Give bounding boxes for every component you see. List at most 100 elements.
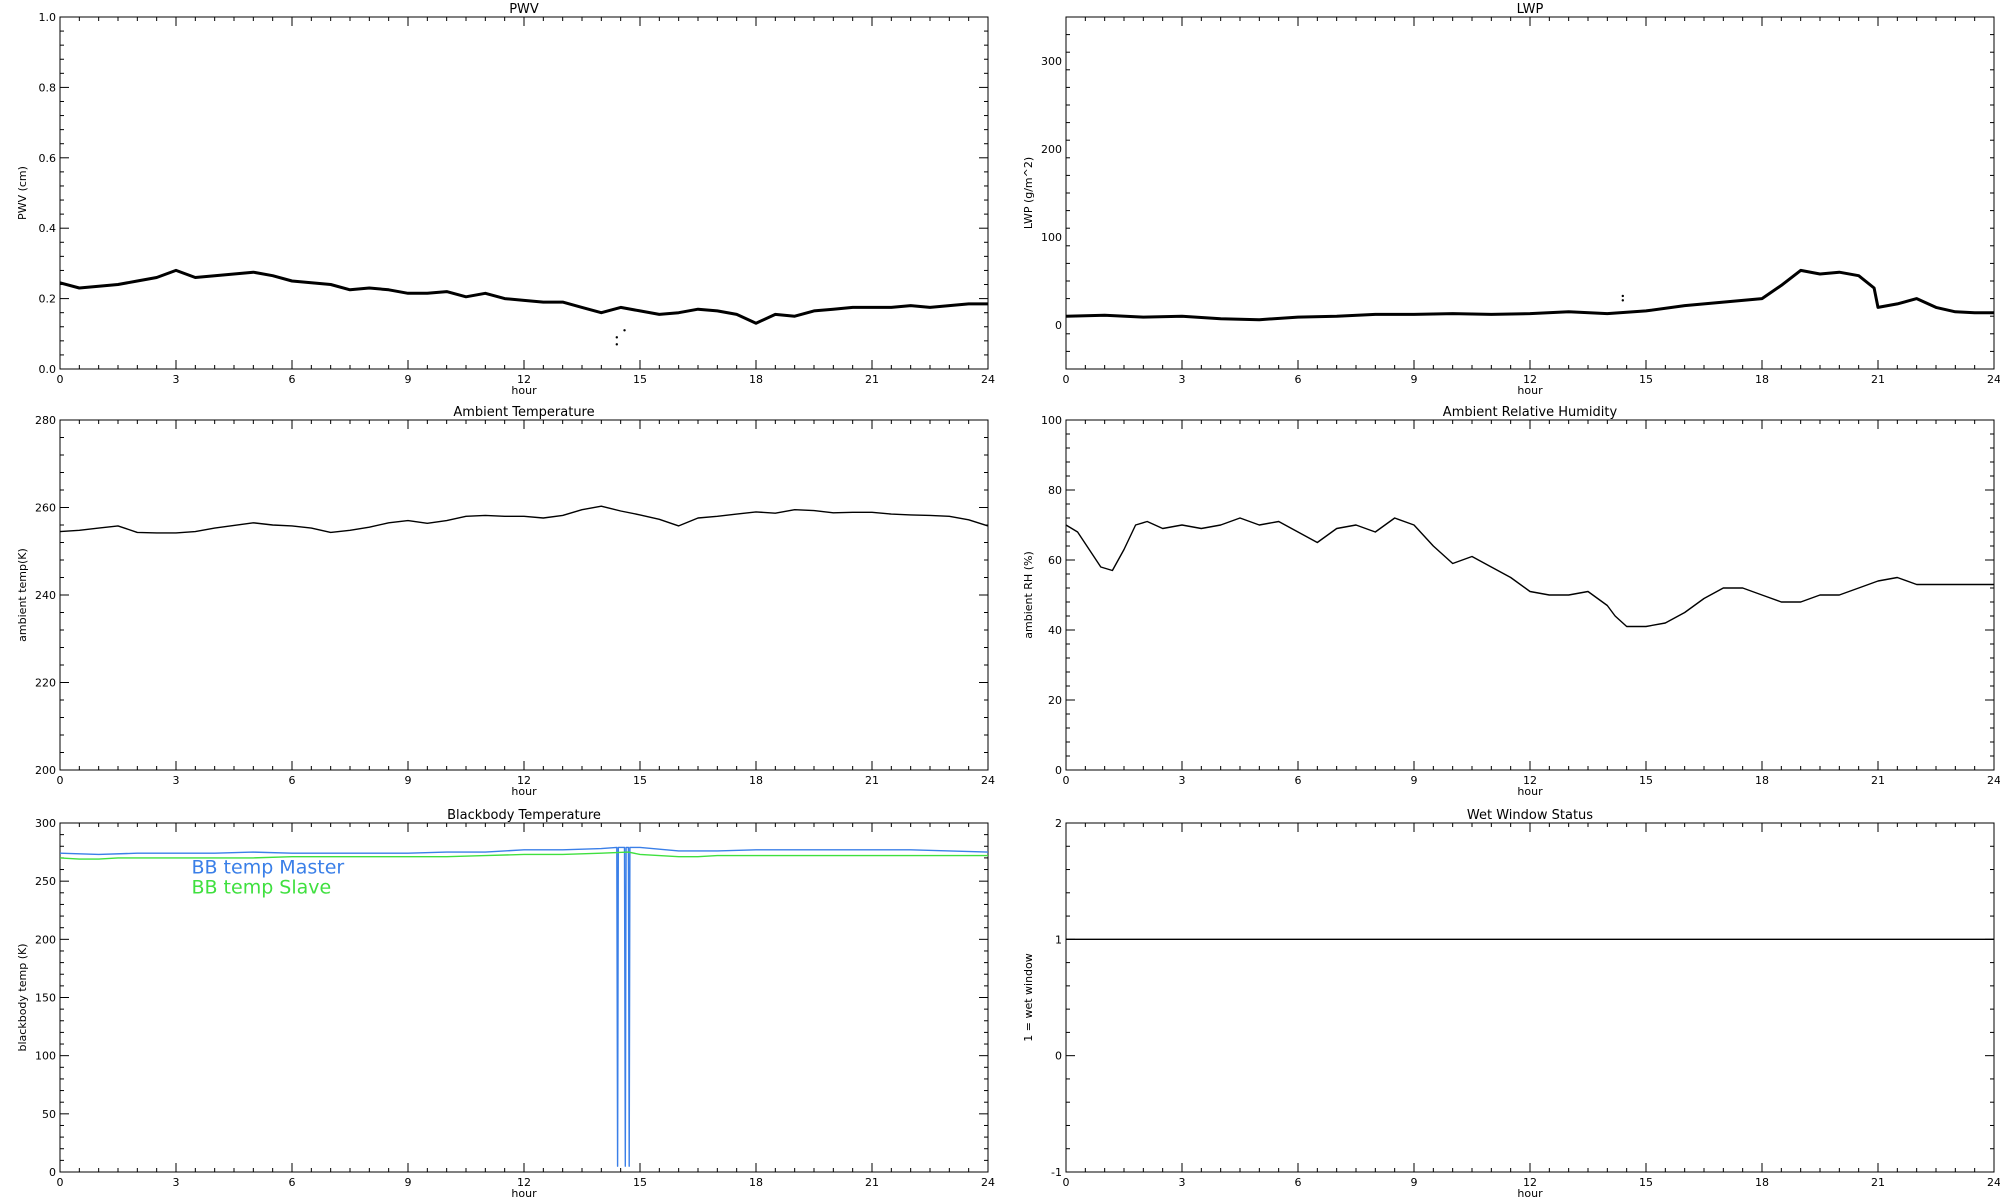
y-tick-label: 200: [1041, 143, 1062, 156]
x-tick-label: 15: [633, 1176, 647, 1189]
x-tick-label: 9: [1411, 373, 1418, 386]
y-tick-label: 0: [1055, 1050, 1062, 1063]
x-tick-label: 21: [1871, 774, 1885, 787]
legend-entry: BB temp Slave: [191, 876, 331, 898]
y-tick-label: 0.8: [39, 81, 57, 94]
y-tick-label: 280: [35, 414, 56, 427]
x-tick-label: 9: [405, 1176, 412, 1189]
x-axis-label: hour: [511, 384, 537, 397]
y-tick-label: 60: [1048, 554, 1062, 567]
y-tick-label: 100: [35, 1050, 56, 1063]
x-tick-label: 6: [289, 774, 296, 787]
x-tick-label: 18: [1755, 373, 1769, 386]
x-tick-label: 12: [1523, 774, 1537, 787]
y-tick-label: 300: [1041, 55, 1062, 68]
y-tick-label: 0: [1055, 319, 1062, 332]
chart-ambient_temp: Ambient Temperature 0 3 6 9 12 15 18 21 24 hour 200…: [16, 405, 995, 798]
y-tick-label: 0: [1055, 764, 1062, 777]
plot-frame: [59, 16, 989, 370]
y-axis-label: ambient temp(K): [16, 548, 29, 642]
y-tick-label: 100: [1041, 231, 1062, 244]
x-tick-label: 15: [1639, 1176, 1653, 1189]
chart-title: Wet Window Status: [1467, 808, 1593, 823]
chart-title: Blackbody Temperature: [447, 808, 601, 823]
x-tick-label: 18: [749, 373, 763, 386]
x-tick-label: 18: [1755, 774, 1769, 787]
plot-frame: [1065, 419, 1995, 771]
y-axis-label: LWP (g/m^2): [1022, 157, 1035, 229]
plot-frame: [1065, 822, 1995, 1173]
y-tick-label: 200: [35, 764, 56, 777]
chart-title: Ambient Relative Humidity: [1443, 405, 1618, 420]
y-tick-label: 40: [1048, 624, 1062, 637]
chart-bb_temp: Blackbody Temperature 0 3 6 9 12 15 18 21 24 hour 0…: [16, 808, 995, 1200]
y-tick-label: 250: [35, 875, 56, 888]
x-tick-label: 0: [57, 774, 64, 787]
x-tick-label: 24: [981, 1176, 995, 1189]
x-tick-label: 15: [633, 774, 647, 787]
y-tick-label: -1: [1051, 1166, 1062, 1179]
x-tick-label: 12: [1523, 1176, 1537, 1189]
y-tick-label: 2: [1055, 817, 1062, 830]
x-tick-label: 12: [517, 1176, 531, 1189]
data-point: [1621, 294, 1625, 298]
x-tick-label: 15: [1639, 774, 1653, 787]
x-tick-label: 6: [289, 373, 296, 386]
x-tick-label: 9: [405, 373, 412, 386]
y-axis-label: 1 = wet window: [1022, 953, 1035, 1042]
x-tick-label: 21: [1871, 1176, 1885, 1189]
y-tick-label: 300: [35, 817, 56, 830]
y-axis-label: PWV (cm): [16, 166, 29, 220]
data-point: [623, 329, 626, 332]
x-tick-label: 6: [1295, 373, 1302, 386]
x-tick-label: 18: [1755, 1176, 1769, 1189]
x-tick-label: 9: [1411, 774, 1418, 787]
y-tick-label: 1: [1055, 933, 1062, 946]
y-tick-label: 200: [35, 933, 56, 946]
x-axis-label: hour: [1517, 384, 1543, 397]
y-tick-label: 0: [49, 1166, 56, 1179]
x-tick-label: 9: [405, 774, 412, 787]
y-tick-label: 0.4: [39, 222, 57, 235]
x-tick-label: 6: [1295, 1176, 1302, 1189]
legend-entry: BB temp Master: [191, 856, 344, 878]
chart-title: PWV: [509, 2, 539, 17]
y-tick-label: 0.2: [39, 293, 57, 306]
series-line-1: [1065, 517, 1994, 628]
x-tick-label: 24: [981, 373, 995, 386]
series-line-2: [59, 851, 988, 860]
data-point: [1621, 299, 1625, 302]
x-axis-label: hour: [511, 785, 537, 798]
x-tick-label: 9: [1411, 1176, 1418, 1189]
x-tick-label: 15: [633, 373, 647, 386]
y-tick-label: 150: [35, 992, 56, 1005]
x-tick-label: 3: [1179, 1176, 1186, 1189]
x-tick-label: 24: [1987, 373, 2000, 386]
x-tick-label: 12: [517, 373, 531, 386]
x-tick-label: 21: [1871, 373, 1885, 386]
x-tick-label: 12: [1523, 373, 1537, 386]
data-point: [615, 343, 618, 346]
series-line-1: [1065, 268, 1994, 322]
x-tick-label: 0: [57, 1176, 64, 1189]
x-tick-label: 18: [749, 1176, 763, 1189]
y-tick-label: 260: [35, 502, 56, 515]
series-line-1: [59, 846, 989, 1167]
series-line-1: [59, 505, 989, 534]
x-tick-label: 0: [1063, 1176, 1070, 1189]
x-axis-label: hour: [1517, 785, 1543, 798]
x-tick-label: 3: [173, 373, 180, 386]
y-tick-label: 0.6: [39, 152, 57, 165]
x-tick-label: 18: [749, 774, 763, 787]
y-tick-label: 240: [35, 589, 56, 602]
x-tick-label: 6: [289, 1176, 296, 1189]
x-tick-label: 6: [1295, 774, 1302, 787]
x-tick-label: 24: [1987, 1176, 2000, 1189]
chart-title: Ambient Temperature: [453, 405, 594, 420]
chart-ambient_rh: Ambient Relative Humidity 0 3 6 9 12 15 18 21 24 h…: [1022, 405, 2000, 798]
chart-title: LWP: [1517, 2, 1544, 17]
plot-frame: [59, 419, 989, 771]
y-tick-label: 50: [42, 1108, 56, 1121]
x-tick-label: 3: [173, 1176, 180, 1189]
